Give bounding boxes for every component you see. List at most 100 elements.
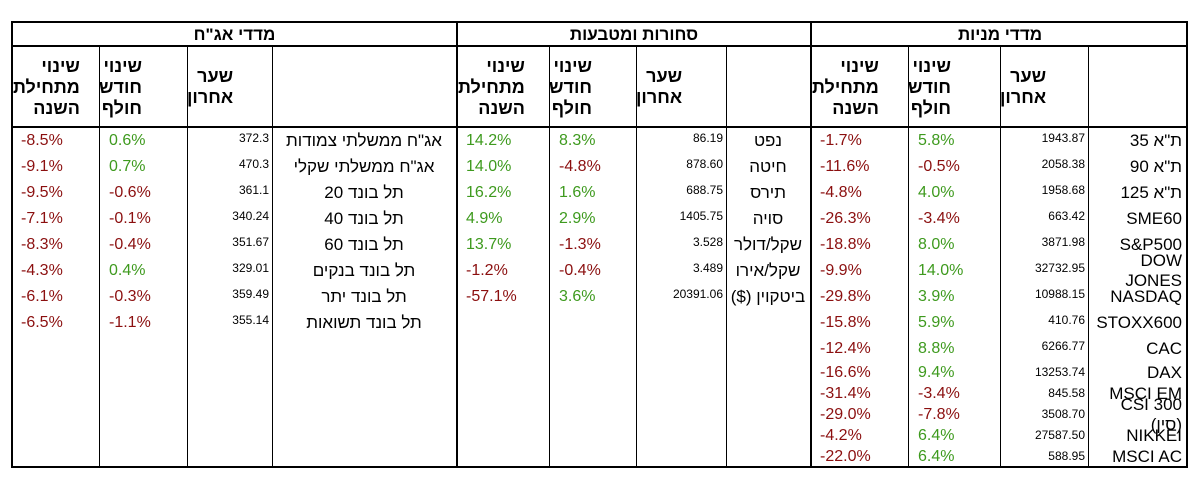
column-header-name [726,47,810,127]
ytd-change: 13.7% [466,236,512,253]
column-header-ytd: שינוי מתחילת השנה [458,55,525,118]
last-price: 355.14 [232,313,269,327]
row-label: תל בונד 40 [324,209,404,228]
table-row: -9.5% -0.6% 361.1 תל בונד 20 [13,180,456,206]
table-row: -12.4% 8.8% 6266.77 CAC [812,336,1188,362]
month-change: 8.0% [918,236,955,253]
row-label: ביטקוין ($) [730,287,806,306]
row-label: MSCI EM [1109,383,1182,403]
last-price: 6266.77 [1041,339,1085,353]
column-header-month: שינוי חודש חולף [549,55,593,118]
ytd-change: -29.8% [820,288,871,305]
ytd-change: 16.2% [466,184,512,201]
ytd-change: -26.3% [820,210,871,227]
row-label: MSCI AC [1112,446,1182,466]
last-price: 1958.68 [1041,183,1085,197]
ytd-change: -9.9% [820,262,862,279]
last-price: 340.24 [232,209,269,223]
last-price: 588.95 [1048,449,1085,463]
ytd-change: -18.8% [820,236,871,253]
column-header-name [272,47,456,127]
month-change: 6.4% [918,426,955,444]
last-price: 1943.87 [1041,131,1085,145]
ytd-change: -16.6% [820,363,871,381]
last-price: 410.76 [1048,313,1085,327]
table-row: -1.7% 5.8% 1943.87 ת"א 35 [812,128,1188,154]
stocks-rows: -1.7% 5.8% 1943.87 ת"א 35 -11.6% -0.5% 2058.38… [812,128,1188,467]
ytd-change: -8.5% [21,132,63,149]
month-change: 2.9% [559,210,596,227]
month-change: -3.4% [918,384,960,402]
column-header-ytd: שינוי מתחילת השנה [13,55,80,118]
last-price: 27587.50 [1034,428,1085,442]
ytd-change: -31.4% [820,384,871,402]
month-change: 3.9% [918,288,955,305]
last-price: 359.49 [232,287,269,301]
table-row: -29.8% 3.9% 10988.15 NASDAQ [812,284,1188,310]
last-price: 845.58 [1048,386,1085,400]
header-rule [812,126,1188,128]
table-row: 14.2% 8.3% 86.19 נפט [458,128,810,154]
row-label: NIKKEI [1126,425,1182,445]
table-row: -4.2% 6.4% 27587.50 NIKKEI [812,425,1188,446]
ytd-change: 14.2% [466,132,512,149]
column-divider [272,47,273,466]
column-header-last: שער אחרון [1000,66,1047,107]
table-row: 13.7% -1.3% 3.528 שקל/דולר [458,232,810,258]
commodities-rows: 14.2% 8.3% 86.19 נפט 14.0% -4.8% 878.60 חיטה 16.… [458,128,810,310]
table-row: -18.8% 8.0% 3871.98 S&P500 [812,232,1188,258]
last-price: 361.1 [238,183,269,197]
table-row: 4.9% 2.9% 1405.75 סויה [458,206,810,232]
last-price: 13253.74 [1034,365,1085,379]
column-header-month: שינוי חודש חולף [99,55,143,118]
market-summary-table: מדדי אג"ח שינוי מתחילת השנה שינוי חודש חו… [11,21,1188,468]
ytd-change: 14.0% [466,158,512,175]
stocks-section: מדדי מניות שינוי מתחילת השנה שינוי חודש ח… [812,23,1188,466]
month-change: -0.4% [109,236,151,253]
ytd-change: -11.6% [820,158,870,175]
table-row: -15.8% 5.9% 410.76 STOXX600 [812,310,1188,336]
header-rule [13,126,456,128]
row-label: ת"א 90 [1129,157,1182,176]
column-divider [1088,47,1089,466]
header-rule [458,126,810,128]
column-header-name [1088,47,1188,127]
row-label: SME60 [1126,209,1182,228]
row-label: STOXX600 [1096,313,1182,332]
last-price: 3.528 [692,235,723,249]
commodities-section: סחורות ומטבעות שינוי מתחילת השנה שינוי חו… [458,23,810,466]
row-label: שקל/אירו [735,261,801,280]
row-label: תל בונד תשואות [306,313,422,332]
table-row: -6.5% -1.1% 355.14 תל בונד תשואות [13,310,456,336]
last-price: 32732.95 [1034,261,1085,275]
table-row: -16.6% 9.4% 13253.74 DAX [812,362,1188,383]
month-change: 0.6% [109,132,146,149]
bonds-rows: -8.5% 0.6% 372.3 אג"ח ממשלתי צמודות -9.1% 0.7… [13,128,456,336]
table-row: -22.0% 6.4% 588.95 MSCI AC [812,446,1188,467]
row-label: תל בונד בנקים [312,261,416,280]
ytd-change: 4.9% [466,210,503,227]
column-header-ytd: שינוי מתחילת השנה [812,55,879,118]
ytd-change: -8.3% [21,236,63,253]
table-row: 16.2% 1.6% 688.75 תירס [458,180,810,206]
month-change: 1.6% [559,184,596,201]
row-label: נפט [753,131,783,150]
last-price: 329.01 [232,261,269,275]
table-row: -9.1% 0.7% 470.3 אג"ח ממשלתי שקלי [13,154,456,180]
row-label: DAX [1147,362,1182,382]
month-change: 8.8% [918,340,955,357]
ytd-change: -15.8% [820,314,871,331]
row-label: חיטה [749,157,787,176]
row-label: NASDAQ [1110,287,1182,306]
month-change: -0.6% [109,184,151,201]
month-change: -0.1% [109,210,151,227]
month-change: 6.4% [918,447,955,465]
table-row: -6.1% -0.3% 359.49 תל בונד יתר [13,284,456,310]
column-divider [636,47,637,466]
month-change: -1.1% [109,314,151,331]
table-row: -57.1% 3.6% 20391.06 ביטקוין ($) [458,284,810,310]
ytd-change: -12.4% [820,340,871,357]
row-label: DOW JONES [1125,251,1182,290]
row-label: תל בונד 20 [324,183,404,202]
month-change: -4.8% [559,158,601,175]
